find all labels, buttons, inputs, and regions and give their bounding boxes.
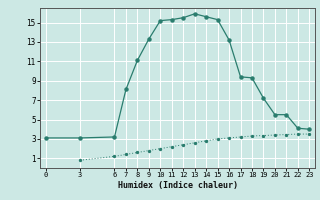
X-axis label: Humidex (Indice chaleur): Humidex (Indice chaleur) (117, 181, 237, 190)
